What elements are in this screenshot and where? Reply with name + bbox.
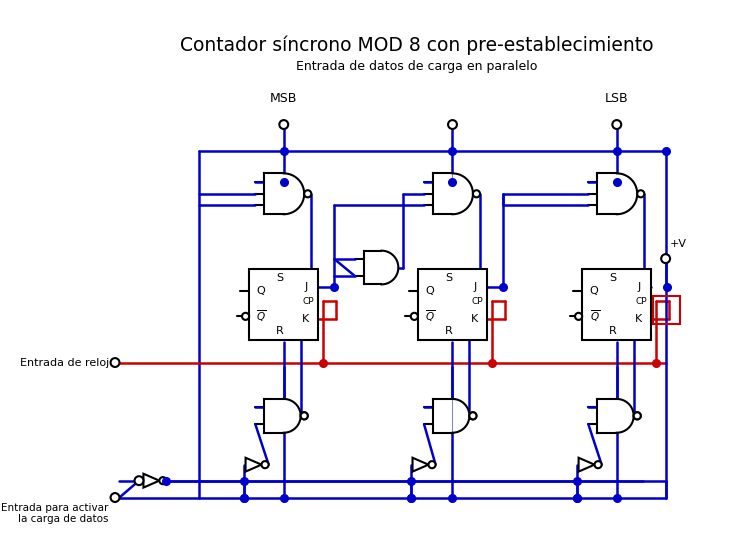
Circle shape	[304, 190, 311, 198]
Polygon shape	[413, 458, 428, 472]
Circle shape	[411, 313, 418, 320]
Text: R: R	[445, 326, 453, 336]
Text: $\overline{Q}$: $\overline{Q}$	[256, 309, 267, 324]
Circle shape	[448, 120, 457, 129]
Polygon shape	[382, 251, 398, 284]
Polygon shape	[284, 173, 304, 214]
Polygon shape	[578, 458, 595, 472]
Polygon shape	[597, 399, 616, 433]
Text: MSB: MSB	[270, 92, 298, 105]
Polygon shape	[284, 399, 301, 433]
Text: Entrada de reloj: Entrada de reloj	[20, 357, 109, 367]
Polygon shape	[452, 399, 470, 433]
Text: Q: Q	[256, 286, 265, 296]
Circle shape	[634, 412, 640, 420]
Circle shape	[595, 461, 602, 468]
Text: CP: CP	[303, 297, 314, 306]
Circle shape	[634, 412, 640, 420]
Circle shape	[110, 358, 119, 367]
Circle shape	[470, 412, 476, 420]
Polygon shape	[245, 458, 262, 472]
Circle shape	[301, 412, 307, 420]
Text: +V: +V	[670, 239, 687, 249]
Text: J: J	[638, 282, 640, 292]
Polygon shape	[433, 173, 452, 214]
Circle shape	[662, 254, 670, 263]
Text: CP: CP	[472, 297, 483, 306]
Circle shape	[473, 190, 480, 198]
Text: $\overline{Q}$: $\overline{Q}$	[425, 309, 435, 324]
Circle shape	[159, 477, 166, 484]
Text: CP: CP	[636, 297, 647, 306]
Text: K: K	[635, 314, 643, 324]
Polygon shape	[616, 399, 634, 433]
Circle shape	[134, 476, 143, 485]
Polygon shape	[597, 173, 616, 214]
Text: S: S	[446, 273, 452, 283]
Circle shape	[612, 120, 621, 129]
Text: Q: Q	[425, 286, 433, 296]
Circle shape	[638, 190, 644, 198]
Bar	[582, 269, 652, 340]
Text: R: R	[276, 326, 284, 336]
Polygon shape	[433, 399, 452, 433]
Text: LSB: LSB	[605, 92, 628, 105]
Polygon shape	[264, 173, 284, 214]
Polygon shape	[364, 251, 382, 284]
Circle shape	[262, 461, 268, 468]
Text: K: K	[471, 314, 478, 324]
Bar	[418, 269, 488, 340]
Text: Contador síncrono MOD 8 con pre-establecimiento: Contador síncrono MOD 8 con pre-establec…	[180, 36, 654, 56]
Text: S: S	[277, 273, 284, 283]
Polygon shape	[616, 173, 638, 214]
Text: Entrada para activar
la carga de datos: Entrada para activar la carga de datos	[2, 503, 109, 524]
Circle shape	[428, 461, 436, 468]
Circle shape	[470, 412, 476, 420]
Text: J: J	[473, 282, 476, 292]
Circle shape	[110, 493, 119, 502]
Text: K: K	[302, 314, 310, 324]
Polygon shape	[143, 474, 159, 488]
Text: $\overline{Q}$: $\overline{Q}$	[590, 309, 600, 324]
Polygon shape	[452, 173, 473, 214]
Polygon shape	[264, 399, 284, 433]
Text: S: S	[610, 273, 616, 283]
Bar	[249, 269, 319, 340]
Circle shape	[279, 120, 288, 129]
Circle shape	[575, 313, 582, 320]
Text: Entrada de datos de carga en paralelo: Entrada de datos de carga en paralelo	[296, 60, 538, 73]
Circle shape	[242, 313, 249, 320]
Bar	[653, 296, 680, 324]
Circle shape	[301, 412, 307, 420]
Text: R: R	[609, 326, 617, 336]
Text: J: J	[304, 282, 307, 292]
Text: Q: Q	[590, 286, 598, 296]
